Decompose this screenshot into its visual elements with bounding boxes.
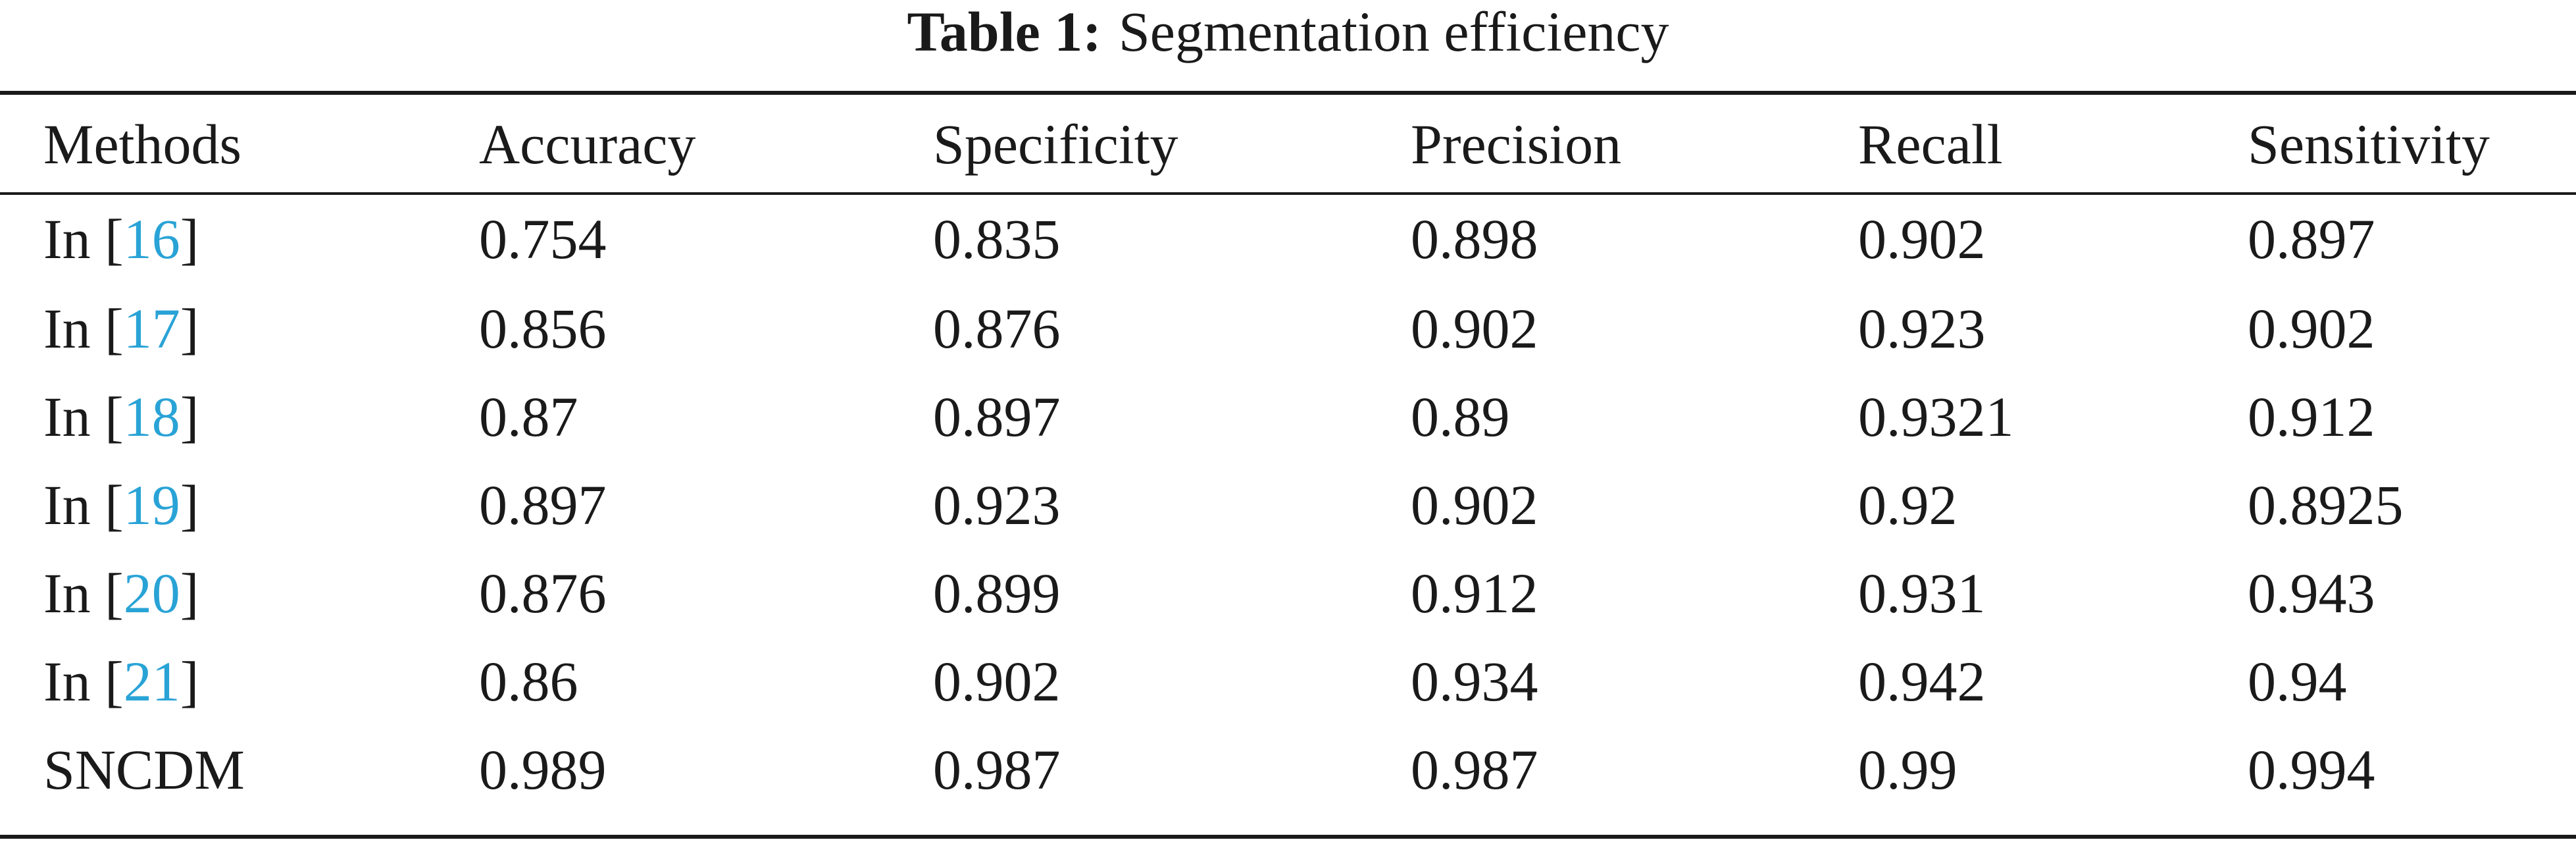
recall-cell: 0.931 [1858, 562, 1986, 625]
method-suffix: ] [180, 650, 199, 713]
method-cell: In [20] [0, 549, 479, 637]
reference-link[interactable]: 21 [123, 650, 180, 713]
method-suffix: ] [180, 207, 199, 271]
method-cell: In [17] [0, 284, 479, 373]
recall-cell: 0.99 [1858, 738, 1957, 801]
specificity-cell: 0.902 [933, 650, 1061, 713]
column-header-methods: Methods [43, 113, 241, 176]
method-prefix: In [ [43, 562, 124, 625]
accuracy-cell: 0.86 [479, 650, 578, 713]
precision-cell: 0.987 [1411, 738, 1538, 801]
table-caption: Table 1: Segmentation efficiency [0, 0, 2576, 72]
accuracy-cell: 0.989 [479, 738, 607, 801]
sensitivity-cell: 0.902 [2248, 297, 2375, 360]
table-bottom-rule [0, 835, 2576, 839]
table-caption-title: Segmentation efficiency [1118, 0, 1669, 63]
sensitivity-cell: 0.897 [2248, 207, 2375, 271]
specificity-cell: 0.876 [933, 297, 1061, 360]
table-header-row: Methods Accuracy Specificity Precision R… [0, 95, 2576, 194]
recall-cell: 0.9321 [1858, 385, 2014, 448]
sensitivity-cell: 0.994 [2248, 738, 2375, 801]
method-suffix: ] [180, 385, 199, 448]
table-row: SNCDM 0.989 0.987 0.987 0.99 0.994 [0, 725, 2576, 814]
method-prefix: In [ [43, 650, 124, 713]
specificity-cell: 0.897 [933, 385, 1061, 448]
method-prefix: In [ [43, 385, 124, 448]
column-header-specificity: Specificity [933, 113, 1178, 176]
column-header-precision: Precision [1411, 113, 1622, 176]
recall-cell: 0.942 [1858, 650, 1986, 713]
column-header-sensitivity: Sensitivity [2248, 113, 2490, 176]
method-prefix: In [ [43, 297, 124, 360]
segmentation-efficiency-table: Methods Accuracy Specificity Precision R… [0, 95, 2576, 814]
accuracy-cell: 0.897 [479, 473, 607, 537]
accuracy-cell: 0.87 [479, 385, 578, 448]
column-header-recall: Recall [1858, 113, 2003, 176]
table-row: In [16] 0.754 0.835 0.898 0.902 0.897 [0, 194, 2576, 284]
precision-cell: 0.89 [1411, 385, 1510, 448]
table-row: In [19] 0.897 0.923 0.902 0.92 0.8925 [0, 461, 2576, 549]
table-row: In [20] 0.876 0.899 0.912 0.931 0.943 [0, 549, 2576, 637]
method-cell: SNCDM [0, 725, 479, 814]
method-prefix: In [ [43, 473, 124, 537]
method-name: SNCDM [43, 738, 245, 801]
table-header-rule [0, 192, 2576, 195]
accuracy-cell: 0.856 [479, 297, 607, 360]
method-suffix: ] [180, 473, 199, 537]
accuracy-cell: 0.754 [479, 207, 607, 271]
method-suffix: ] [180, 297, 199, 360]
method-cell: In [19] [0, 461, 479, 549]
table-caption-label: Table 1: [907, 0, 1101, 63]
sensitivity-cell: 0.912 [2248, 385, 2375, 448]
precision-cell: 0.902 [1411, 297, 1538, 360]
method-cell: In [18] [0, 373, 479, 461]
specificity-cell: 0.835 [933, 207, 1061, 271]
recall-cell: 0.923 [1858, 297, 1986, 360]
reference-link[interactable]: 19 [123, 473, 180, 537]
specificity-cell: 0.987 [933, 738, 1061, 801]
table-row: In [18] 0.87 0.897 0.89 0.9321 0.912 [0, 373, 2576, 461]
specificity-cell: 0.923 [933, 473, 1061, 537]
table-row: In [17] 0.856 0.876 0.902 0.923 0.902 [0, 284, 2576, 373]
precision-cell: 0.912 [1411, 562, 1538, 625]
recall-cell: 0.902 [1858, 207, 1986, 271]
method-cell: In [21] [0, 637, 479, 725]
method-cell: In [16] [0, 194, 479, 284]
reference-link[interactable]: 20 [123, 562, 180, 625]
precision-cell: 0.934 [1411, 650, 1538, 713]
reference-link[interactable]: 18 [123, 385, 180, 448]
precision-cell: 0.898 [1411, 207, 1538, 271]
sensitivity-cell: 0.8925 [2248, 473, 2404, 537]
recall-cell: 0.92 [1858, 473, 1957, 537]
specificity-cell: 0.899 [933, 562, 1061, 625]
method-prefix: In [ [43, 207, 124, 271]
precision-cell: 0.902 [1411, 473, 1538, 537]
table-row: In [21] 0.86 0.902 0.934 0.942 0.94 [0, 637, 2576, 725]
column-header-accuracy: Accuracy [479, 113, 696, 176]
sensitivity-cell: 0.94 [2248, 650, 2347, 713]
reference-link[interactable]: 17 [123, 297, 180, 360]
method-suffix: ] [180, 562, 199, 625]
sensitivity-cell: 0.943 [2248, 562, 2375, 625]
accuracy-cell: 0.876 [479, 562, 607, 625]
table-top-rule [0, 91, 2576, 95]
reference-link[interactable]: 16 [123, 207, 180, 271]
